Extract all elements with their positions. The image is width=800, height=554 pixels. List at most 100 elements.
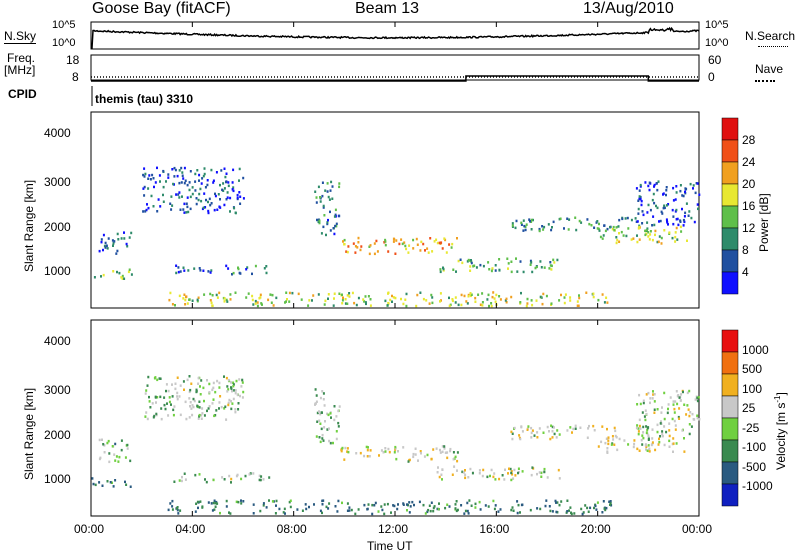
echo-cell bbox=[169, 396, 171, 399]
echo-cell bbox=[323, 398, 325, 401]
echo-cell bbox=[171, 168, 173, 171]
echo-cell bbox=[693, 418, 695, 421]
echo-cell bbox=[534, 434, 536, 437]
echo-cell bbox=[272, 500, 274, 503]
echo-cell bbox=[547, 476, 549, 479]
echo-cell bbox=[455, 301, 457, 304]
echo-cell bbox=[688, 415, 690, 418]
power-ytick-1000: 1000 bbox=[44, 264, 71, 278]
echo-cell bbox=[652, 441, 654, 444]
echo-cell bbox=[678, 407, 680, 410]
echo-cell bbox=[658, 220, 660, 223]
echo-cell bbox=[180, 384, 182, 387]
echo-cell bbox=[338, 186, 340, 189]
echo-cell bbox=[619, 438, 621, 441]
echo-cell bbox=[510, 479, 512, 482]
echo-cell bbox=[203, 293, 205, 296]
echo-cell bbox=[453, 451, 455, 454]
echo-cell bbox=[595, 508, 597, 511]
echo-cell bbox=[291, 292, 293, 295]
echo-cell bbox=[394, 451, 396, 454]
echo-cell bbox=[642, 431, 644, 434]
echo-cell bbox=[698, 194, 700, 197]
echo-cell bbox=[257, 305, 259, 308]
echo-cell bbox=[609, 226, 611, 229]
echo-cell bbox=[177, 175, 179, 178]
echo-cell bbox=[658, 441, 660, 444]
echo-cell bbox=[530, 436, 532, 439]
echo-cell bbox=[183, 389, 185, 392]
echo-cell bbox=[235, 212, 237, 215]
echo-cell bbox=[681, 429, 683, 432]
echo-cell bbox=[417, 459, 419, 462]
echo-cell bbox=[510, 509, 512, 512]
echo-cell bbox=[354, 251, 356, 254]
echo-cell bbox=[430, 294, 432, 297]
echo-cell bbox=[552, 259, 554, 262]
echo-cell bbox=[639, 419, 641, 422]
echo-cell bbox=[202, 387, 204, 390]
echo-cell bbox=[222, 182, 224, 185]
echo-cell bbox=[389, 451, 391, 454]
echo-cell bbox=[321, 428, 323, 431]
freq-tick-18: 18 bbox=[66, 53, 79, 67]
echo-cell bbox=[625, 217, 627, 220]
echo-cell bbox=[641, 222, 643, 225]
echo-cell bbox=[587, 437, 589, 440]
echo-cell bbox=[465, 510, 467, 513]
colorbar-tick: 28 bbox=[742, 133, 755, 147]
echo-cell bbox=[331, 198, 333, 201]
echo-cell bbox=[668, 231, 670, 234]
echo-cell bbox=[348, 506, 350, 509]
echo-cell bbox=[600, 236, 602, 239]
echo-cell bbox=[488, 505, 490, 508]
echo-cell bbox=[113, 453, 115, 456]
echo-cell bbox=[370, 298, 372, 301]
echo-cell bbox=[390, 511, 392, 514]
echo-cell bbox=[153, 205, 155, 208]
echo-cell bbox=[615, 236, 617, 239]
echo-cell bbox=[243, 197, 245, 200]
echo-cell bbox=[324, 189, 326, 192]
echo-cell bbox=[516, 220, 518, 223]
echo-cell bbox=[412, 239, 414, 242]
echo-cell bbox=[555, 501, 557, 504]
echo-cell bbox=[494, 297, 496, 300]
echo-cell bbox=[647, 450, 649, 453]
echo-cell bbox=[444, 507, 446, 510]
echo-cell bbox=[165, 408, 167, 411]
echo-cell bbox=[165, 180, 167, 183]
echo-cell bbox=[665, 194, 667, 197]
echo-cell bbox=[251, 295, 253, 298]
echo-cell bbox=[268, 499, 270, 502]
echo-cell bbox=[688, 390, 690, 393]
echo-cell bbox=[185, 401, 187, 404]
echo-cell bbox=[182, 208, 184, 211]
echo-cell bbox=[680, 399, 682, 402]
echo-cell bbox=[673, 442, 675, 445]
echo-cell bbox=[169, 502, 171, 505]
echo-cell bbox=[118, 272, 120, 275]
echo-cell bbox=[353, 302, 355, 305]
echo-cell bbox=[639, 425, 641, 428]
echo-cell bbox=[455, 507, 457, 510]
echo-cell bbox=[446, 251, 448, 254]
echo-cell bbox=[667, 408, 669, 411]
echo-cell bbox=[245, 475, 247, 478]
echo-cell bbox=[568, 228, 570, 231]
echo-cell bbox=[684, 215, 686, 218]
echo-cell bbox=[460, 259, 462, 262]
echo-cell bbox=[504, 469, 506, 472]
echo-cell bbox=[324, 420, 326, 423]
echo-cell bbox=[592, 425, 594, 428]
echo-cell bbox=[520, 292, 522, 295]
echo-cell bbox=[616, 436, 618, 439]
echo-cell bbox=[682, 391, 684, 394]
echo-cell bbox=[471, 505, 473, 508]
echo-cell bbox=[308, 506, 310, 509]
echo-cell bbox=[566, 218, 568, 221]
echo-cell bbox=[661, 430, 663, 433]
echo-cell bbox=[387, 448, 389, 451]
echo-cell bbox=[341, 294, 343, 297]
colorbar-swatch bbox=[722, 250, 738, 272]
